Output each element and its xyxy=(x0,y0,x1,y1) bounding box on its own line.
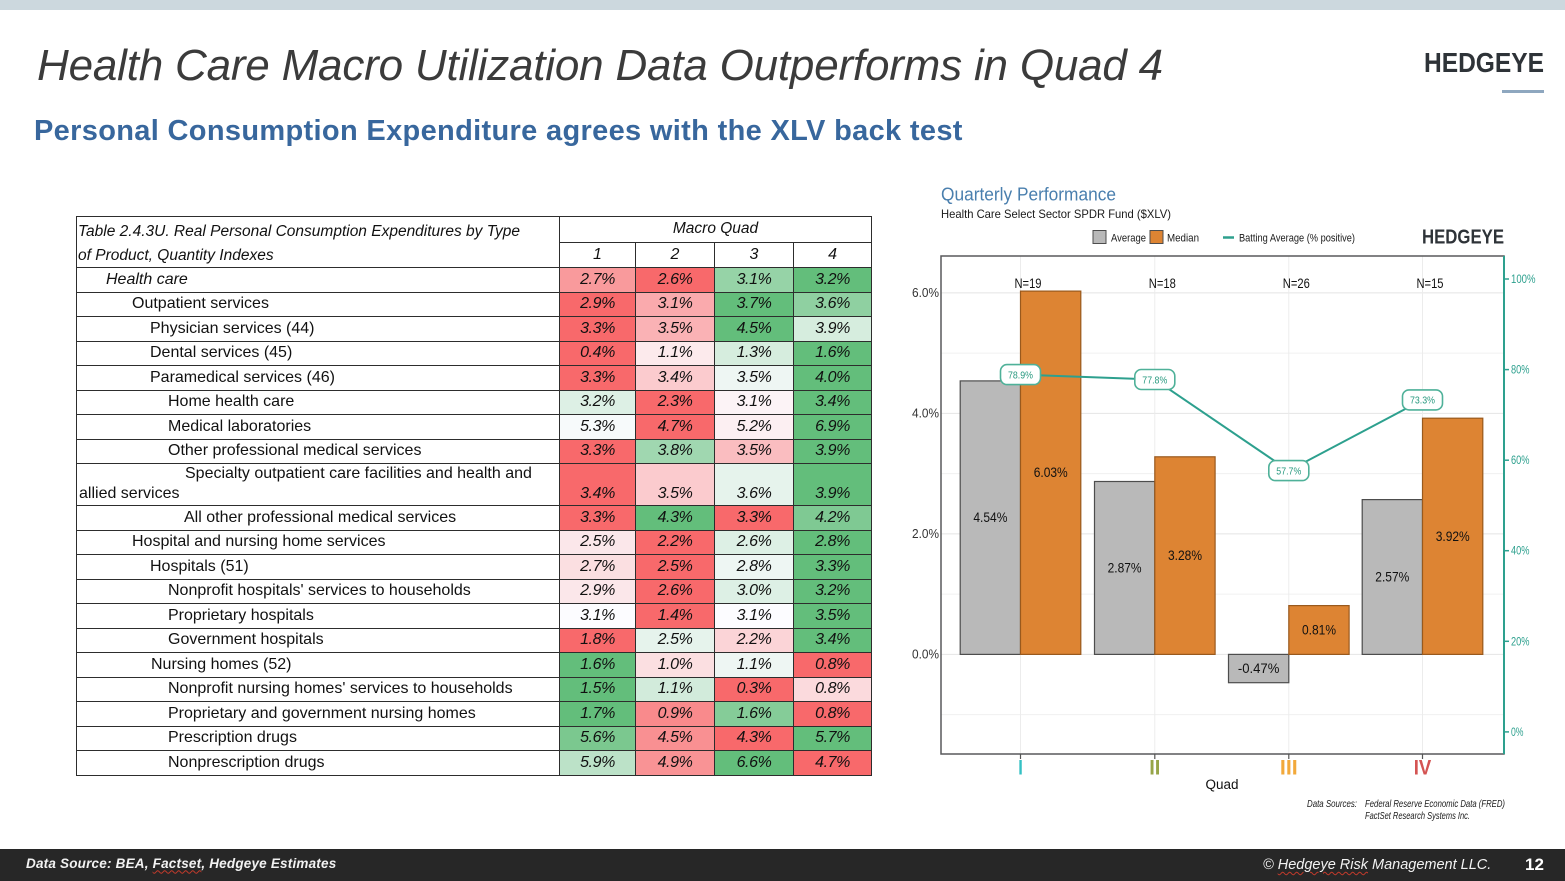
svg-text:N=18: N=18 xyxy=(1149,275,1176,291)
svg-text:0.81%: 0.81% xyxy=(1302,622,1336,638)
svg-text:4.54%: 4.54% xyxy=(973,509,1007,525)
svg-text:77.8%: 77.8% xyxy=(1142,374,1167,386)
svg-text:80%: 80% xyxy=(1511,365,1530,377)
svg-text:2.87%: 2.87% xyxy=(1108,559,1142,575)
svg-text:100%: 100% xyxy=(1511,274,1536,286)
svg-text:Quarterly Performance: Quarterly Performance xyxy=(941,185,1116,205)
svg-text:78.9%: 78.9% xyxy=(1008,369,1033,381)
svg-text:FactSet Research Systems Inc.: FactSet Research Systems Inc. xyxy=(1365,810,1470,822)
svg-text:3.92%: 3.92% xyxy=(1436,528,1470,544)
svg-text:HEDGEYE: HEDGEYE xyxy=(1422,226,1504,249)
svg-text:2.0%: 2.0% xyxy=(912,527,939,541)
svg-text:0%: 0% xyxy=(1511,727,1524,739)
svg-text:57.7%: 57.7% xyxy=(1276,465,1301,477)
svg-text:Median: Median xyxy=(1167,233,1199,245)
svg-text:4.0%: 4.0% xyxy=(912,406,939,420)
svg-text:Data Sources:: Data Sources: xyxy=(1307,798,1357,810)
svg-text:N=19: N=19 xyxy=(1015,275,1042,291)
svg-text:60%: 60% xyxy=(1511,455,1530,467)
svg-text:6.0%: 6.0% xyxy=(912,286,939,300)
svg-text:I: I xyxy=(1018,756,1023,780)
svg-text:IV: IV xyxy=(1414,756,1432,780)
svg-text:Federal Reserve Economic Data: Federal Reserve Economic Data (FRED) xyxy=(1365,798,1505,810)
svg-text:N=26: N=26 xyxy=(1283,275,1310,291)
svg-text:73.3%: 73.3% xyxy=(1410,395,1435,407)
svg-text:2.57%: 2.57% xyxy=(1375,569,1409,585)
svg-text:6.03%: 6.03% xyxy=(1034,464,1068,480)
svg-text:40%: 40% xyxy=(1511,546,1530,558)
svg-text:Batting Average (% positive): Batting Average (% positive) xyxy=(1239,233,1355,245)
svg-text:Health Care Select Sector SPDR: Health Care Select Sector SPDR Fund ($XL… xyxy=(941,207,1171,221)
svg-text:II: II xyxy=(1149,756,1160,780)
svg-text:-0.47%: -0.47% xyxy=(1238,660,1280,676)
svg-text:N=15: N=15 xyxy=(1417,275,1444,291)
svg-text:Average: Average xyxy=(1111,233,1146,245)
svg-text:Quad: Quad xyxy=(1206,777,1239,792)
svg-text:3.28%: 3.28% xyxy=(1168,547,1202,563)
svg-text:III: III xyxy=(1280,756,1298,780)
svg-text:HEDGEYE: HEDGEYE xyxy=(1424,47,1544,78)
svg-text:20%: 20% xyxy=(1511,636,1530,648)
svg-text:0.0%: 0.0% xyxy=(912,647,939,661)
